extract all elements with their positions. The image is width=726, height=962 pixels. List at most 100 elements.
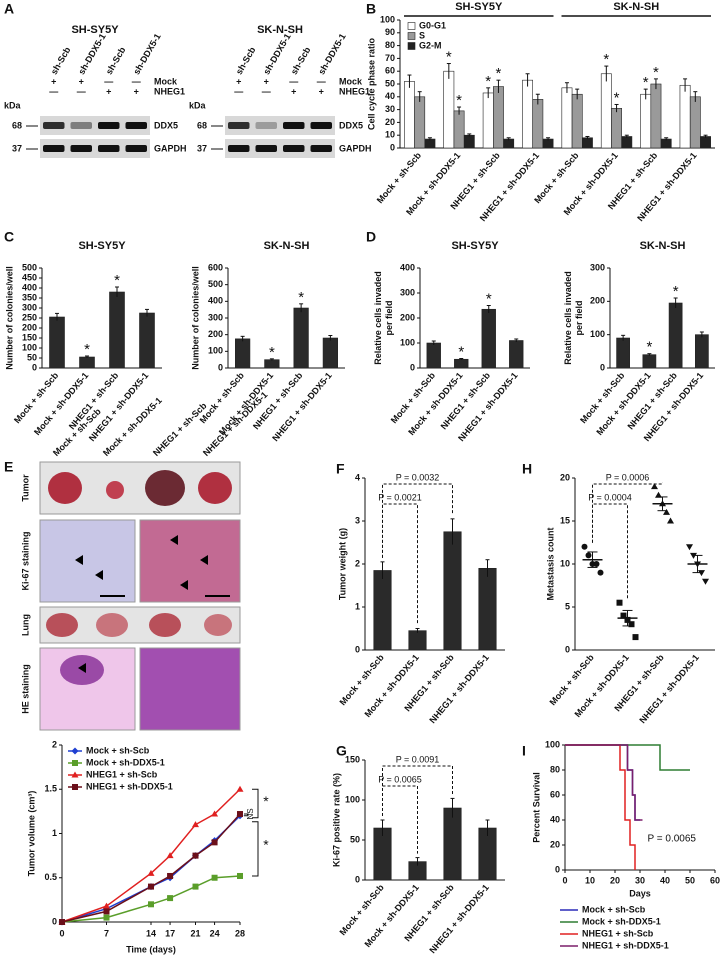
marker (166, 852, 174, 859)
treatment-sign: — (234, 86, 243, 96)
data-point (616, 599, 623, 606)
tumor (198, 472, 232, 504)
bar (700, 136, 711, 149)
bar (414, 96, 426, 149)
legend-label: NHEG1 + sh-DDX5-1 (86, 781, 173, 791)
treatment-sign: — (49, 86, 58, 96)
chart-title: SK-N-SH (640, 240, 686, 252)
x-tick-label: 0 (562, 875, 567, 885)
bar (293, 307, 309, 369)
lane-label: sh-DDX5-1 (131, 32, 162, 76)
row-label: Tumor (20, 474, 30, 502)
lung (96, 613, 128, 637)
significance: * (456, 92, 462, 109)
significance: * (653, 64, 659, 81)
y-tick-label: 300 (208, 312, 223, 322)
y-tick-label: 0 (555, 864, 560, 874)
bar (621, 136, 633, 149)
bar (600, 73, 612, 149)
blot-strip (225, 139, 335, 158)
legend-label: NHEG1 + sh-Scb (86, 769, 158, 779)
significance: * (646, 339, 652, 356)
x-tick-label: 28 (235, 928, 245, 938)
y-tick-label: 0 (600, 362, 605, 372)
significance: * (673, 283, 679, 300)
panel-letter: G (336, 743, 347, 759)
y-tick-label: 4 (355, 472, 360, 482)
marker (148, 901, 154, 908)
data-point (585, 552, 592, 559)
treatment-sign: + (319, 86, 324, 96)
significance: * (269, 344, 275, 361)
y-tick-label: 50 (350, 834, 360, 844)
bar (660, 138, 672, 149)
y-tick-label: 80 (385, 40, 395, 50)
significance: * (114, 272, 120, 289)
lane-label: sh-Scb (234, 45, 258, 76)
y-axis-label: Metastasis count (545, 527, 555, 600)
bar (640, 93, 652, 149)
y-tick-label: 0 (390, 142, 395, 152)
y-axis-label: per field (384, 300, 394, 335)
legend-label: NHEG1 + sh-Scb (582, 928, 654, 938)
treatment-sign: + (291, 86, 296, 96)
marker (167, 895, 174, 902)
y-tick-label: 70 (385, 53, 395, 63)
annotation: P = 0.0065 (648, 833, 697, 844)
row-label: Mock (339, 76, 363, 86)
lung (149, 613, 181, 637)
p-value: P = 0.0091 (396, 754, 440, 764)
p-value: P = 0.0021 (378, 492, 422, 502)
y-tick-label: 400 (400, 262, 415, 272)
tumor (48, 472, 82, 504)
arrowhead (170, 535, 178, 545)
y-tick-label: 200 (400, 312, 415, 322)
y-axis-label: per field (574, 300, 584, 335)
annotation: * (263, 793, 269, 809)
p-value: P = 0.0006 (606, 472, 650, 482)
legend-label: G2-M (419, 40, 442, 50)
y-tick-label: 50 (385, 78, 395, 88)
bar (49, 316, 65, 369)
y-tick-label: 15 (560, 515, 570, 525)
treatment-sign: + (264, 76, 269, 86)
marker (211, 839, 218, 846)
x-tick-label: 21 (190, 928, 200, 938)
band (228, 122, 250, 129)
bar (522, 79, 533, 149)
kda-marker: 68 (12, 120, 22, 130)
protein-label: GAPDH (154, 143, 187, 153)
bar (532, 99, 544, 149)
row-label: Ki-67 staining (20, 531, 30, 590)
lung (204, 614, 232, 636)
significance: * (643, 74, 649, 91)
histology-images (39, 461, 241, 731)
bar (542, 138, 554, 149)
annotation: NS (246, 808, 255, 819)
panel-letter: E (4, 459, 13, 475)
panel-letter: F (336, 461, 345, 477)
survival-curve (565, 744, 636, 870)
legend-label: G0-G1 (419, 20, 446, 30)
bar (582, 137, 593, 149)
p-value: P = 0.0004 (588, 492, 632, 502)
marker (211, 874, 218, 881)
legend-marker (71, 771, 79, 778)
row-label: Mock (154, 76, 178, 86)
significance: * (458, 343, 464, 360)
p-value: P = 0.0032 (396, 472, 440, 482)
bar (322, 337, 338, 369)
y-tick-label: 40 (550, 814, 560, 824)
lung (46, 613, 78, 637)
bar (463, 134, 475, 149)
y-axis-label: Cell cycle phase ratio (366, 37, 376, 130)
y-tick-label: 60 (550, 789, 560, 799)
significance: * (84, 341, 90, 358)
significance: * (496, 65, 502, 82)
y-tick-label: 450 (22, 272, 37, 282)
significance: * (614, 89, 620, 106)
bar (453, 110, 465, 149)
band (98, 145, 120, 152)
bar (373, 570, 392, 651)
x-tick-label: 50 (685, 875, 695, 885)
